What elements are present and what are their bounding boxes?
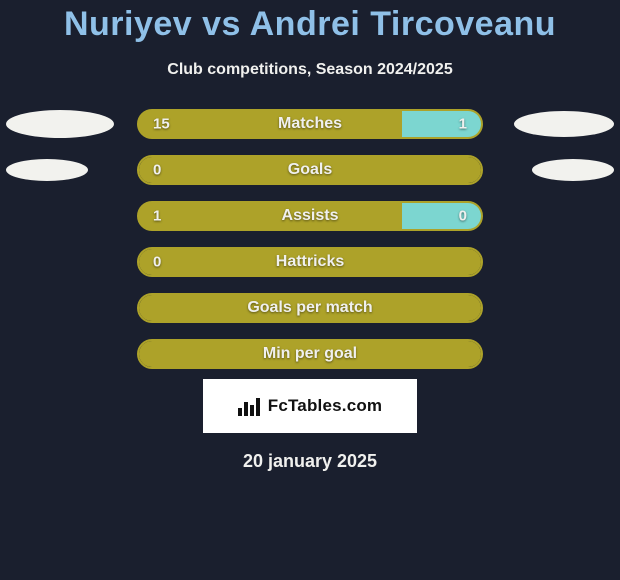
- stat-label: Goals per match: [247, 299, 372, 317]
- stat-label: Goals: [288, 161, 332, 179]
- stat-rows: 15 1 Matches 0 Goals 1 0 Assists 0 Hattricks Goals…: [0, 109, 620, 369]
- fctables-badge: FcTables.com: [203, 379, 417, 433]
- stat-row: Goals per match: [0, 293, 620, 323]
- infographic-container: Nuriyev vs Andrei Tircoveanu Club compet…: [0, 0, 620, 580]
- stat-row: 1 0 Assists: [0, 201, 620, 231]
- subtitle: Club competitions, Season 2024/2025: [0, 61, 620, 79]
- stat-label: Matches: [278, 115, 342, 133]
- stat-row: Min per goal: [0, 339, 620, 369]
- stat-bar-left-fill: [139, 203, 402, 229]
- stat-value-right: 0: [459, 208, 467, 225]
- stat-value-left: 0: [153, 254, 161, 271]
- date-label: 20 january 2025: [0, 451, 620, 472]
- badge-text: FcTables.com: [268, 396, 383, 416]
- stat-row: 0 Hattricks: [0, 247, 620, 277]
- stat-value-left: 1: [153, 208, 161, 225]
- stat-label: Assists: [282, 207, 339, 225]
- stat-bar: 1 0 Assists: [137, 201, 483, 231]
- stat-row: 0 Goals: [0, 155, 620, 185]
- stat-bar: 0 Goals: [137, 155, 483, 185]
- stat-value-left: 15: [153, 116, 170, 133]
- page-title: Nuriyev vs Andrei Tircoveanu: [0, 6, 620, 43]
- stat-bar: 0 Hattricks: [137, 247, 483, 277]
- stat-label: Min per goal: [263, 345, 357, 363]
- stat-row: 15 1 Matches: [0, 109, 620, 139]
- stat-value-right: 1: [459, 116, 467, 133]
- stat-bar-right-fill: [402, 203, 481, 229]
- stat-bar-left-fill: [139, 111, 402, 137]
- player-right-indicator: [514, 111, 614, 137]
- player-right-indicator: [532, 159, 614, 181]
- stat-bar-right-fill: [402, 111, 481, 137]
- stat-value-left: 0: [153, 162, 161, 179]
- stat-bar: Min per goal: [137, 339, 483, 369]
- player-left-indicator: [6, 159, 88, 181]
- stat-bar: 15 1 Matches: [137, 109, 483, 139]
- stat-bar: Goals per match: [137, 293, 483, 323]
- stat-label: Hattricks: [276, 253, 344, 271]
- bar-chart-icon: [238, 396, 262, 416]
- player-left-indicator: [6, 110, 114, 138]
